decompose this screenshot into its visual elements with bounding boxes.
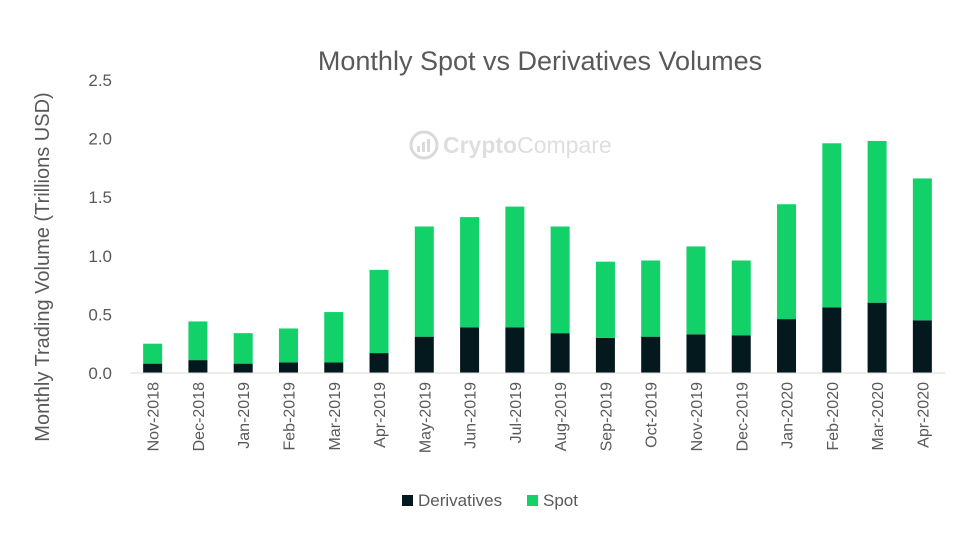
bar-spot-jun-2019 [460,217,480,328]
bar-derivatives-dec-2019 [731,335,751,373]
bar-spot-jan-2020 [777,204,797,320]
bar-spot-feb-2019 [278,328,298,363]
bar-derivatives-nov-2018 [143,363,163,373]
x-tick-label: Feb-2019 [281,382,298,451]
bar-spot-mar-2020 [867,140,887,303]
x-tick-label: Apr-2020 [915,382,932,448]
bar-spot-oct-2019 [641,260,661,337]
x-axis-ticks: Nov-2018 Dec-2018 Jan-2019 Feb-2019 Mar-2019… [146,382,933,453]
bar-derivatives-dec-2018 [188,360,208,373]
bar-spot-jul-2019 [505,206,525,328]
y-tick-label: 1.0 [88,247,112,266]
x-tick-label: May-2019 [417,382,434,453]
bar-derivatives-jan-2019 [233,363,253,373]
bar-spot-jan-2019 [233,333,253,364]
legend-label-derivatives: Derivatives [418,491,502,510]
x-tick-label: Apr-2019 [372,382,389,448]
x-tick-label: Mar-2020 [870,382,887,451]
x-tick-label: Nov-2019 [689,382,706,451]
cryptocompare-watermark: CryptoCompare [409,130,612,160]
y-tick-label: 2.0 [88,130,112,149]
bar-spot-apr-2019 [369,269,389,354]
bar-derivatives-mar-2019 [324,362,344,373]
bar-derivatives-nov-2019 [686,334,706,373]
bar-derivatives-jun-2019 [460,327,480,373]
bar-spot-aug-2019 [550,226,570,334]
x-tick-label: Dec-2018 [191,382,208,451]
bar-derivatives-apr-2020 [912,320,932,373]
y-tick-label: 2.5 [88,71,112,90]
bar-derivatives-sep-2019 [595,337,615,373]
watermark-brand-part2: Compare [517,132,612,158]
x-tick-label: Jan-2019 [236,382,253,449]
bar-derivatives-feb-2020 [822,307,842,373]
bar-spot-apr-2020 [912,178,932,321]
bar-spot-dec-2018 [188,321,208,361]
bar-spot-nov-2018 [143,343,163,364]
bar-derivatives-jul-2019 [505,327,525,373]
x-tick-label: Jun-2019 [463,382,480,449]
x-tick-label: Oct-2019 [644,382,661,448]
legend: Derivatives Spot [402,491,578,510]
bar-spot-may-2019 [414,226,434,337]
legend-swatch-derivatives [402,495,413,506]
y-tick-label: 0.0 [88,364,112,383]
bar-derivatives-apr-2019 [369,353,389,373]
legend-swatch-spot [527,495,538,506]
x-tick-label: Dec-2019 [734,382,751,451]
bar-spot-nov-2019 [686,246,706,335]
bar-derivatives-jan-2020 [777,319,797,373]
y-axis-ticks: 0.0 0.5 1.0 1.5 2.0 2.5 [88,71,112,383]
x-tick-label: Nov-2018 [146,382,163,451]
x-tick-label: Sep-2019 [598,382,615,451]
bar-derivatives-oct-2019 [641,336,661,373]
x-tick-label: Jan-2020 [780,382,797,449]
bars-group [143,140,932,373]
cryptocompare-logo-icon [409,130,439,160]
bar-derivatives-aug-2019 [550,333,570,373]
x-tick-label: Jul-2019 [508,382,525,443]
x-tick-label: Mar-2019 [327,382,344,451]
y-axis-label: Monthly Trading Volume (Trillions USD) [32,92,54,441]
watermark-brand-part1: Crypto [443,132,517,158]
chart-title: Monthly Spot vs Derivatives Volumes [318,46,762,76]
bar-spot-mar-2019 [324,312,344,363]
bar-derivatives-feb-2019 [278,362,298,373]
bar-spot-sep-2019 [595,261,615,338]
y-tick-label: 1.5 [88,188,112,207]
x-tick-label: Feb-2020 [825,382,842,451]
bar-spot-feb-2020 [822,143,842,308]
bar-derivatives-may-2019 [414,336,434,373]
y-tick-label: 0.5 [88,305,112,324]
bar-spot-dec-2019 [731,260,751,336]
watermark-text: CryptoCompare [443,132,612,158]
bar-derivatives-mar-2020 [867,302,887,373]
x-tick-label: Aug-2019 [553,382,570,451]
legend-label-spot: Spot [543,491,578,510]
